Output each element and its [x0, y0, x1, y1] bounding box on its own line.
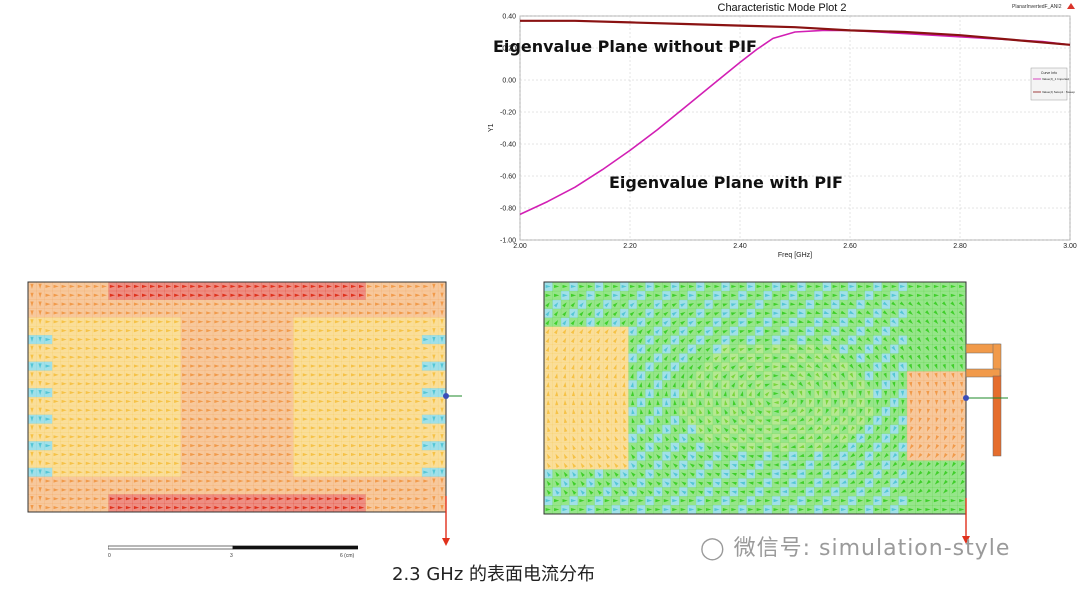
surface-current-plane-without-pif: [27, 281, 462, 546]
x-tick-label: 2.40: [733, 243, 747, 250]
watermark: ◯ 微信号: simulation-style: [700, 530, 1010, 562]
x-tick-labels: 2.00 2.20 2.40 2.60 2.80 3.00: [513, 243, 1077, 250]
x-tick-label: 2.80: [953, 243, 967, 250]
x-tick-label: 2.00: [513, 243, 527, 250]
warning-icon: [1067, 3, 1075, 9]
figure-caption: 2.3 GHz 的表面电流分布: [392, 564, 596, 585]
plot-area: [519, 15, 1071, 241]
surface-current-plane-with-pif: [543, 281, 1008, 544]
scale-tick-0: 0: [108, 553, 111, 559]
chat-icon: ◯: [700, 536, 726, 561]
scale-tick-3: 3: [230, 553, 233, 559]
y-tick-labels: 0.40 0.20 0.00 -0.20 -0.40 -0.60 -0.80 -1.00: [500, 14, 516, 245]
legend-box: Curve Info Value(J)_1 Imported Value(J) …: [1030, 67, 1075, 101]
series-lines: [519, 19, 1071, 216]
y-tick-label: -0.40: [500, 142, 516, 149]
series-line-1: [519, 29, 1071, 216]
y-tick-label: 0.40: [502, 14, 516, 21]
legend-entry-1: Value(J)_1 Imported: [1042, 77, 1069, 81]
legend-title: Curve Info: [1041, 71, 1057, 75]
y-tick-label: 0.00: [502, 78, 516, 85]
eigenvalue-chart: Characteristic Mode Plot 2 PlanarInverte…: [488, 2, 1077, 259]
x-tick-label: 3.00: [1063, 243, 1077, 250]
y-tick-label: -1.00: [500, 238, 516, 245]
pif-element: [965, 343, 1002, 457]
chart-title: Characteristic Mode Plot 2: [718, 2, 847, 14]
watermark-text: 微信号: simulation-style: [733, 536, 1011, 561]
x-axis-label: Freq [GHz]: [778, 252, 812, 259]
scale-bar: 0 3 6 (cm): [108, 545, 358, 559]
grid-lines: [519, 15, 1071, 241]
y-tick-label: -0.80: [500, 206, 516, 213]
y-tick-label: 0.20: [502, 46, 516, 53]
y-tick-label: -0.20: [500, 110, 516, 117]
x-tick-label: 2.20: [623, 243, 637, 250]
chart-corner-label: PlanarInvertedF_ANI2: [1012, 4, 1062, 10]
scale-tick-6: 6 (cm): [340, 553, 355, 559]
y-tick-label: -0.60: [500, 174, 516, 181]
x-tick-label: 2.60: [843, 243, 857, 250]
annotation-with-pif: Eigenvalue Plane with PIF: [609, 173, 843, 192]
series-line-2: [520, 19, 1071, 46]
y-axis-label: Y1: [488, 123, 495, 132]
annotation-without-pif: Eigenvalue Plane without PIF: [493, 37, 757, 56]
legend-entry-2: Value(J) Setup1 : Sweep: [1042, 90, 1075, 94]
